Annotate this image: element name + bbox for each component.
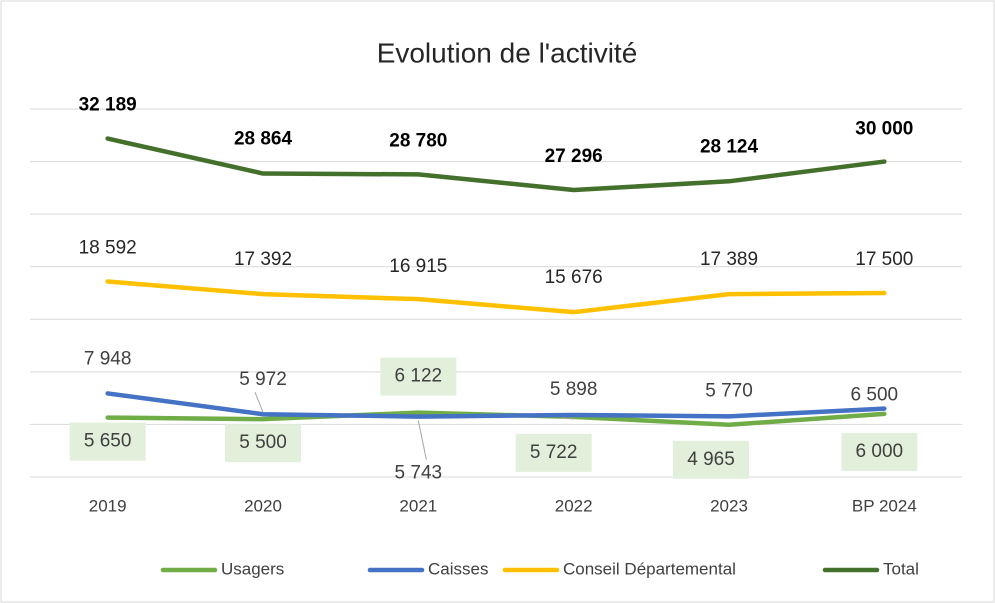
data-label: 6 500 <box>851 385 899 406</box>
data-label: 5 650 <box>84 431 132 452</box>
label-box <box>380 357 457 396</box>
data-label: 28 864 <box>234 129 293 150</box>
x-tick-label: 2023 <box>710 496 748 515</box>
x-tick-label: 2022 <box>555 496 593 515</box>
data-label: 4 965 <box>687 449 735 470</box>
data-label: 17 392 <box>234 249 292 270</box>
data-label: 18 592 <box>79 238 137 259</box>
label-box <box>673 440 749 479</box>
legend-label: Conseil Départemental <box>563 559 736 578</box>
data-label: 15 676 <box>545 267 603 288</box>
x-tick-label: BP 2024 <box>852 496 917 515</box>
data-label: 5 500 <box>239 432 287 453</box>
data-label: 5 898 <box>550 379 598 400</box>
data-label: 5 770 <box>705 380 753 401</box>
data-label: 16 915 <box>389 256 447 277</box>
chart-title: Evolution de l'activité <box>377 37 638 68</box>
series-line <box>105 279 887 315</box>
label-box <box>225 424 301 463</box>
label-box <box>69 422 146 461</box>
legend-label: Usagers <box>221 559 284 578</box>
data-label: 17 389 <box>700 249 758 270</box>
series-line <box>105 391 887 419</box>
data-label: 5 743 <box>395 463 443 484</box>
leader-line <box>561 417 574 420</box>
data-label: 17 500 <box>855 249 913 270</box>
x-tick-label: 2019 <box>89 496 127 515</box>
x-tick-label: 2021 <box>399 496 437 515</box>
x-tick-label: 2020 <box>244 496 282 515</box>
data-label: 30 000 <box>855 119 913 140</box>
legend-label: Caisses <box>428 559 488 578</box>
data-label: 7 948 <box>84 348 132 369</box>
series-line <box>105 136 887 193</box>
leader-line <box>417 420 427 460</box>
data-label: 6 000 <box>856 441 904 462</box>
data-label: 5 722 <box>530 442 578 463</box>
data-label: 6 122 <box>395 366 443 387</box>
legend-label: Total <box>883 559 919 578</box>
label-box <box>515 433 592 472</box>
data-label: 5 972 <box>239 369 287 390</box>
data-label: 27 296 <box>545 146 603 167</box>
label-box <box>841 432 918 471</box>
data-label: 28 124 <box>700 136 759 157</box>
data-label: 28 780 <box>389 130 447 151</box>
leader-line <box>254 392 264 413</box>
data-label: 32 189 <box>79 95 137 116</box>
